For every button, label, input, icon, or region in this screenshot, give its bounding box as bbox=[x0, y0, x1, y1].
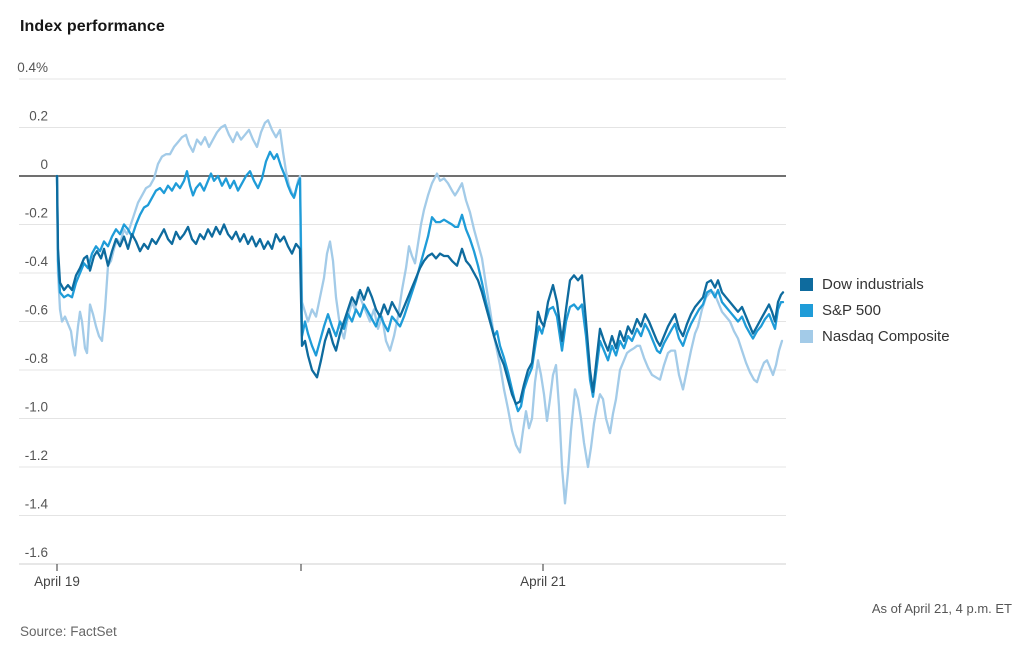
y-tick-label: -1.4 bbox=[25, 497, 49, 512]
y-tick-label: -0.8 bbox=[25, 351, 48, 366]
series-line-nasdaq-composite bbox=[55, 119, 784, 505]
legend-label-nasdaq-composite: Nasdaq Composite bbox=[822, 327, 950, 345]
legend-swatch-dow-industrials bbox=[800, 277, 813, 291]
legend-label-sp500: S&P 500 bbox=[822, 301, 881, 319]
x-tick-label: April 19 bbox=[34, 574, 80, 589]
y-tick-label: -1.6 bbox=[25, 545, 48, 560]
y-tick-label: -0.2 bbox=[25, 206, 48, 221]
source-note: Source: FactSet bbox=[20, 624, 117, 639]
legend-item-dow-industrials: Dow industrials bbox=[800, 271, 950, 297]
y-tick-label: -1.0 bbox=[25, 400, 48, 415]
y-tick-label: -0.6 bbox=[25, 303, 48, 318]
legend-item-sp500: S&P 500 bbox=[800, 297, 950, 323]
y-tick-label: -0.4 bbox=[25, 254, 49, 269]
chart-legend: Dow industrials S&P 500 Nasdaq Composite bbox=[800, 271, 950, 349]
chart-title: Index performance bbox=[20, 18, 165, 35]
y-tick-label: -1.2 bbox=[25, 448, 48, 463]
series-line-dow-industrials bbox=[55, 174, 785, 406]
legend-label-dow-industrials: Dow industrials bbox=[822, 275, 924, 293]
y-tick-label: 0 bbox=[40, 157, 48, 172]
legend-item-nasdaq-composite: Nasdaq Composite bbox=[800, 323, 950, 349]
legend-swatch-sp500 bbox=[800, 303, 813, 317]
as-of-timestamp: As of April 21, 4 p.m. ET bbox=[871, 601, 1012, 616]
series-line-s-p-500 bbox=[55, 150, 785, 413]
x-tick-label: April 21 bbox=[520, 574, 566, 589]
y-tick-label: 0.4% bbox=[17, 60, 48, 75]
legend-swatch-nasdaq-composite bbox=[800, 329, 813, 343]
y-tick-label: 0.2 bbox=[29, 109, 48, 124]
